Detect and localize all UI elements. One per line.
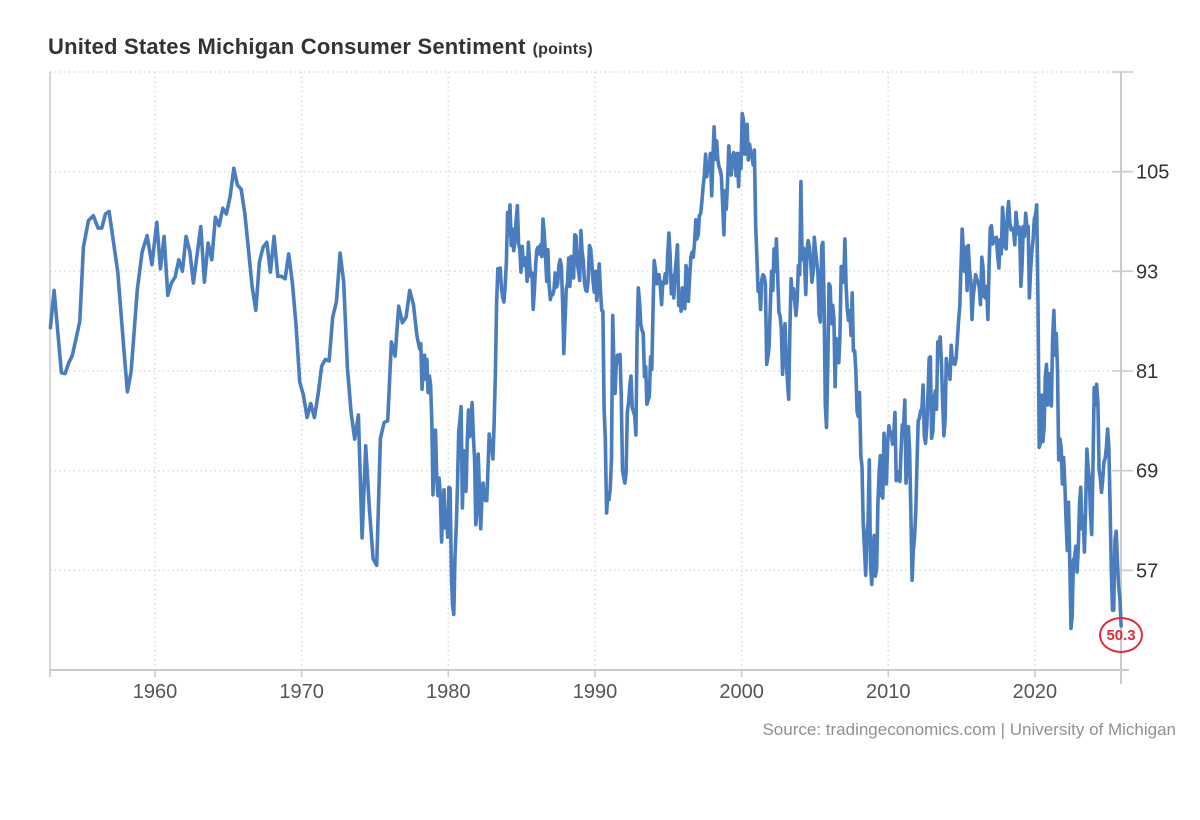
x-axis-label: 1970 [279,681,324,703]
chart-unit-label: (points) [532,41,593,58]
chart-title-text: United States Michigan Consumer Sentimen… [48,34,526,59]
last-value-label: 50.3 [1106,626,1136,644]
last-value-annotation: 50.3 [1099,616,1144,653]
x-axis-label: 2010 [866,681,911,703]
y-axis-label: 93 [1136,261,1158,283]
sentiment-line[interactable] [48,111,1123,631]
y-axis-label: 81 [1136,361,1158,383]
x-axis-label: 1980 [426,681,471,703]
x-axis-label: 1960 [133,681,178,703]
page-title: United States Michigan Consumer Sentimen… [48,34,593,60]
y-axis-label: 69 [1136,461,1158,483]
y-axis-label: 105 [1136,162,1169,184]
y-axis-label: 57 [1136,560,1158,582]
x-axis-label: 1990 [573,681,618,703]
source-credit: Source: tradingeconomics.com | Universit… [762,720,1176,739]
x-axis-label: 2020 [1013,681,1058,703]
x-axis-label: 2000 [719,681,764,703]
